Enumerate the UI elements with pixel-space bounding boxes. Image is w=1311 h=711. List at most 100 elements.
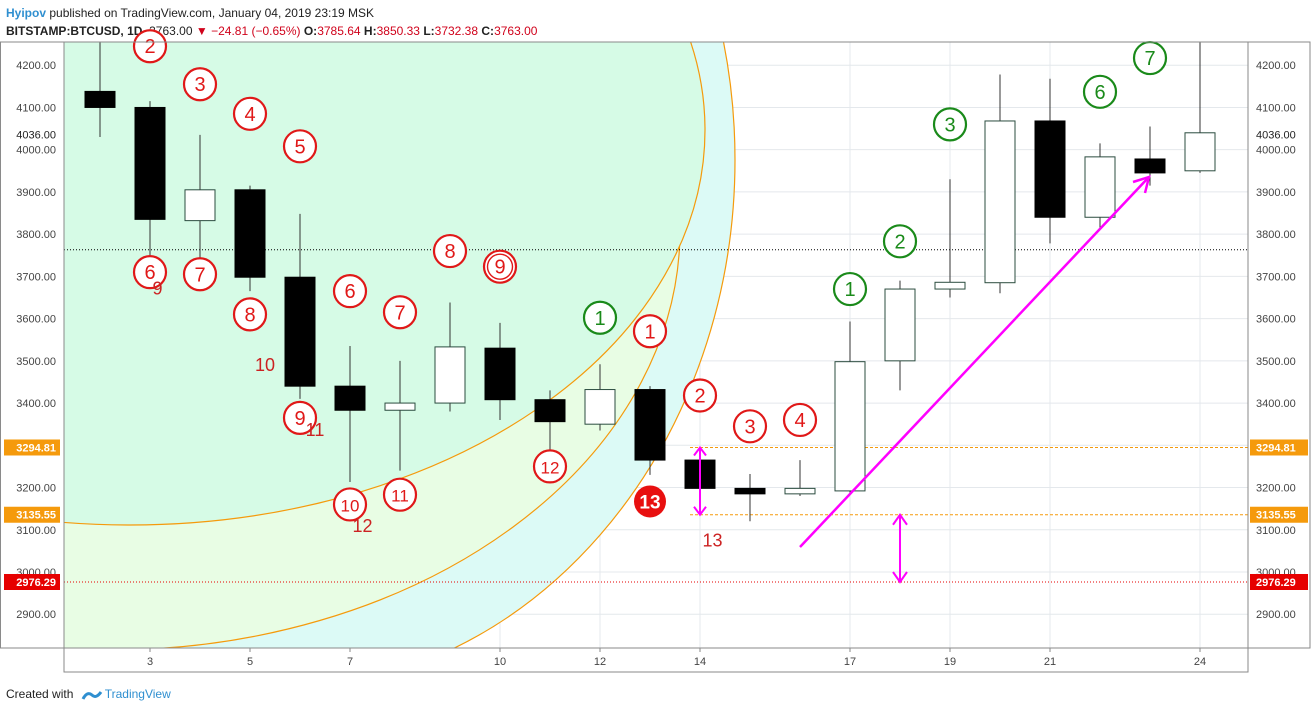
- price-tick-right: 2900.00: [1256, 609, 1296, 621]
- candle-body: [934, 281, 966, 290]
- red-count-marker: 2: [132, 29, 168, 64]
- time-tick-label: 12: [594, 656, 606, 668]
- red-count-marker: 6: [332, 274, 368, 309]
- right-axis-frame: [1247, 41, 1311, 649]
- marker-label: 9: [494, 257, 505, 279]
- candle: [884, 280, 916, 391]
- red-count-marker: 4: [232, 96, 268, 131]
- level-tag-right-bg: [1250, 573, 1308, 590]
- green-count-marker: 1: [832, 271, 868, 307]
- candle: [334, 346, 366, 483]
- marker-circle: [132, 255, 168, 290]
- price-tick-right: 3200.00: [1256, 483, 1296, 495]
- level-tag-left: 3135.55: [16, 510, 56, 522]
- time-tick-label: 24: [1194, 656, 1206, 668]
- marker-label: 7: [1144, 48, 1155, 70]
- candle: [384, 360, 416, 471]
- marker-label: 2: [144, 36, 155, 58]
- candle: [534, 390, 566, 450]
- marker-label: 12: [541, 458, 560, 477]
- candle-body: [434, 346, 466, 404]
- level-tag-right-bg: [1250, 439, 1308, 456]
- price-tick-right: 3800.00: [1256, 229, 1296, 241]
- candle: [634, 386, 666, 475]
- marker-circle: [532, 449, 568, 484]
- price-tick-right: 3700.00: [1256, 271, 1296, 283]
- level-tag-left-bg: [4, 573, 60, 590]
- time-tick-label: 5: [247, 656, 253, 668]
- candle-body: [784, 487, 816, 495]
- candle-body: [834, 361, 866, 492]
- ellipse-inner-mint: [64, 42, 706, 526]
- marker-label: 13: [639, 492, 660, 513]
- range-arrow-small-top: [693, 445, 707, 457]
- price-tick-left: 3500.00: [16, 356, 56, 368]
- time-tick-label: 19: [944, 656, 956, 668]
- marker-label: 2: [894, 231, 905, 253]
- candle-body: [1084, 156, 1116, 218]
- marker-circle: [332, 487, 368, 522]
- level-tag-right-bg: [1250, 506, 1308, 523]
- tradingview-brand[interactable]: TradingView: [104, 687, 171, 701]
- marker-inner-circle: [486, 253, 514, 280]
- footer: Created with TradingView: [6, 684, 171, 704]
- range-arrow-small-bottom: [693, 506, 707, 517]
- candle-body: [484, 347, 516, 401]
- marker-circle: [482, 249, 518, 284]
- price-tick-left: 3800.00: [16, 229, 56, 241]
- price-tick-left: 3100.00: [16, 525, 56, 537]
- level-tag-left-bg: [4, 439, 60, 456]
- candle: [84, 42, 116, 138]
- price-tick-left: 4100.00: [16, 102, 56, 114]
- price-tick-right: 3500.00: [1256, 356, 1296, 368]
- level-tag-right: 3135.55: [1256, 510, 1296, 522]
- wave-count-label: 12: [352, 516, 372, 536]
- marker-label: 11: [391, 487, 409, 506]
- red-count-marker: 3: [732, 409, 768, 444]
- candle: [1184, 42, 1216, 173]
- time-tick-label: 21: [1044, 656, 1056, 668]
- candle: [784, 460, 816, 496]
- marker-circle: [332, 274, 368, 309]
- open-value: 3785.64: [317, 24, 361, 38]
- author-name[interactable]: Hyipov: [6, 6, 47, 20]
- down-triangle-icon: ▼: [195, 24, 208, 38]
- wave-count-label: 13: [702, 531, 722, 551]
- marker-label: 5: [294, 136, 305, 158]
- candle-body: [1184, 132, 1216, 172]
- candle-body: [334, 385, 366, 411]
- candle-body: [234, 189, 266, 278]
- candle-body: [134, 106, 166, 220]
- price-tick-left: 3600.00: [16, 314, 56, 326]
- level-tag-right: 2976.29: [1256, 577, 1296, 589]
- price-change: −24.81 (−0.65%): [211, 24, 301, 38]
- candle-body: [734, 487, 766, 495]
- marker-circle: [232, 96, 268, 131]
- level-tag-left: 3294.81: [16, 442, 56, 454]
- price-tick-left-extra: 4036.00: [16, 129, 56, 141]
- red-count-marker: 10: [332, 487, 368, 522]
- price-tick-left: 3200.00: [16, 483, 56, 495]
- candle: [1034, 78, 1066, 244]
- candle-body: [634, 389, 666, 461]
- price-tick-left: 3400.00: [16, 398, 56, 410]
- time-tick-label: 3: [147, 656, 153, 668]
- magenta-annotations: [693, 175, 1151, 584]
- time-tick-label: 14: [694, 656, 706, 668]
- marker-label: 6: [344, 281, 355, 303]
- candle-body: [884, 288, 916, 362]
- price-tick-left: 3700.00: [16, 271, 56, 283]
- marker-circle: [732, 409, 768, 444]
- candles: [84, 42, 1216, 522]
- candle: [584, 364, 616, 431]
- marker-label: 6: [1094, 82, 1105, 104]
- low-value: 3732.38: [434, 24, 479, 38]
- range-arrow-large-top: [892, 512, 908, 526]
- marker-circle: [932, 107, 968, 142]
- candle: [484, 322, 516, 420]
- marker-label: 1: [594, 308, 605, 330]
- symbol-label: BITSTAMP:BTCUSD, 1D: [6, 24, 143, 38]
- green-count-marker: 2: [882, 224, 918, 259]
